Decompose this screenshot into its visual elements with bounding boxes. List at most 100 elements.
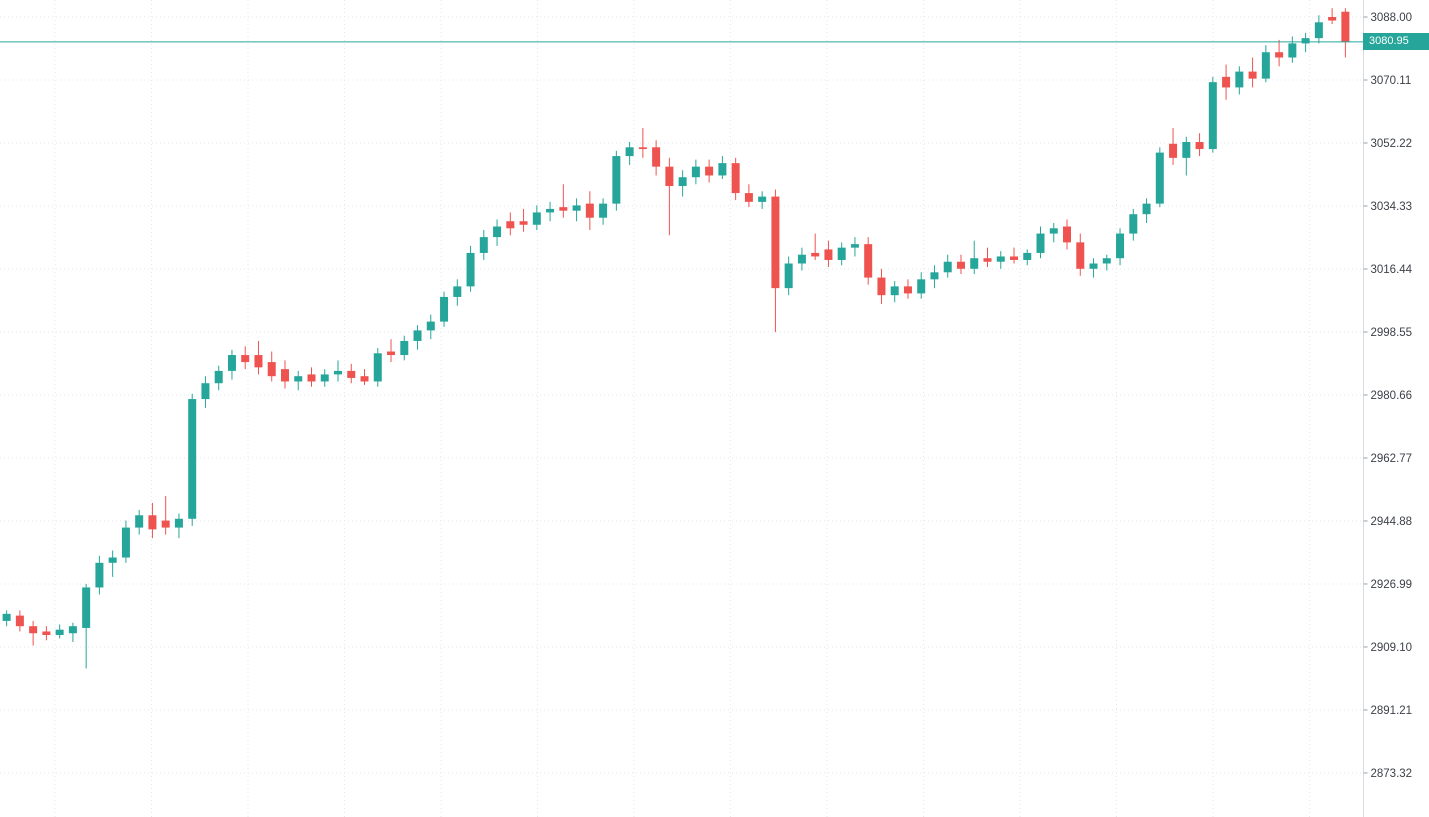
candle [850, 237, 859, 257]
candle [201, 376, 210, 408]
candle [493, 219, 502, 246]
candle [307, 367, 316, 387]
candle [2, 610, 11, 627]
candle [373, 348, 382, 387]
candle [532, 205, 541, 231]
candle [161, 495, 170, 535]
candle [625, 142, 634, 165]
candles [2, 8, 1350, 669]
candle [334, 360, 342, 382]
candle [585, 191, 594, 231]
current-price-tag: 3080.95 [1363, 33, 1429, 51]
candle [705, 159, 714, 183]
candle [68, 622, 77, 643]
candle [546, 201, 555, 222]
candle [612, 150, 621, 211]
grid [0, 0, 1364, 817]
candle [837, 242, 846, 266]
candle [1248, 57, 1257, 88]
candle [347, 363, 356, 384]
candle [691, 159, 700, 185]
candle [572, 198, 581, 222]
candle [413, 325, 422, 350]
candle [280, 360, 289, 389]
price-axis-label: 2980.66 [1371, 390, 1413, 402]
candle [1169, 127, 1178, 165]
candle [1036, 226, 1045, 259]
candle [440, 291, 449, 327]
candle [1261, 45, 1270, 83]
candle [188, 393, 197, 526]
candle [665, 157, 674, 236]
candle [864, 237, 873, 285]
candle [148, 502, 157, 539]
candle [559, 184, 568, 218]
price-axis-label: 2944.88 [1371, 516, 1413, 528]
candle [903, 279, 912, 299]
candle [294, 370, 303, 391]
candle [360, 369, 369, 385]
candle [1023, 249, 1032, 266]
candle [1182, 136, 1191, 176]
candle [1142, 198, 1151, 224]
candle [29, 620, 38, 646]
candle [1155, 147, 1164, 208]
candle [956, 254, 965, 275]
price-axis-label: 3070.11 [1371, 75, 1412, 87]
candle [877, 268, 886, 304]
candle [718, 156, 727, 179]
candle [1222, 64, 1231, 100]
candle [1063, 219, 1072, 250]
price-axis[interactable]: 3088.00 3070.11 3052.22 3034.33 3016.44 2998.… [1363, 0, 1413, 817]
candle [1208, 76, 1217, 153]
candle [1235, 66, 1244, 95]
candle [996, 251, 1005, 269]
price-axis-label: 3016.44 [1371, 264, 1413, 276]
candle [320, 369, 329, 387]
candle [15, 610, 24, 632]
candle [917, 272, 926, 299]
price-axis-label: 2962.77 [1371, 453, 1413, 465]
candle [55, 624, 64, 639]
candle [466, 245, 475, 292]
price-axis-label: 2926.99 [1371, 579, 1413, 591]
candle [426, 314, 435, 340]
candle [652, 140, 661, 176]
candle [824, 240, 833, 268]
price-axis-label: 2998.55 [1371, 327, 1413, 339]
candle [890, 281, 899, 303]
candle [82, 583, 91, 669]
candle [983, 247, 992, 268]
candle [135, 509, 144, 535]
candle [519, 208, 528, 232]
candle [254, 340, 263, 375]
price-axis-label: 3034.33 [1371, 201, 1413, 213]
candle [241, 346, 250, 370]
candle [1116, 228, 1125, 266]
price-axis-label: 3052.22 [1371, 138, 1413, 150]
candle [1341, 8, 1350, 58]
candle [1049, 223, 1058, 243]
candle [758, 191, 767, 209]
price-axis-label: 2909.10 [1371, 642, 1413, 654]
candle [970, 240, 979, 275]
candle [943, 254, 952, 278]
candle [638, 127, 647, 158]
candle [797, 247, 806, 271]
candle [731, 157, 740, 201]
candle [42, 626, 51, 641]
candle [479, 230, 488, 260]
candle [1129, 208, 1138, 241]
price-axis-label: 2891.21 [1371, 705, 1413, 717]
candle [1328, 8, 1337, 25]
candle [506, 212, 515, 236]
candle [744, 184, 753, 208]
candle [108, 550, 117, 577]
candle [599, 198, 608, 225]
candle [453, 279, 462, 306]
candle [174, 513, 183, 539]
candle [1275, 39, 1284, 67]
